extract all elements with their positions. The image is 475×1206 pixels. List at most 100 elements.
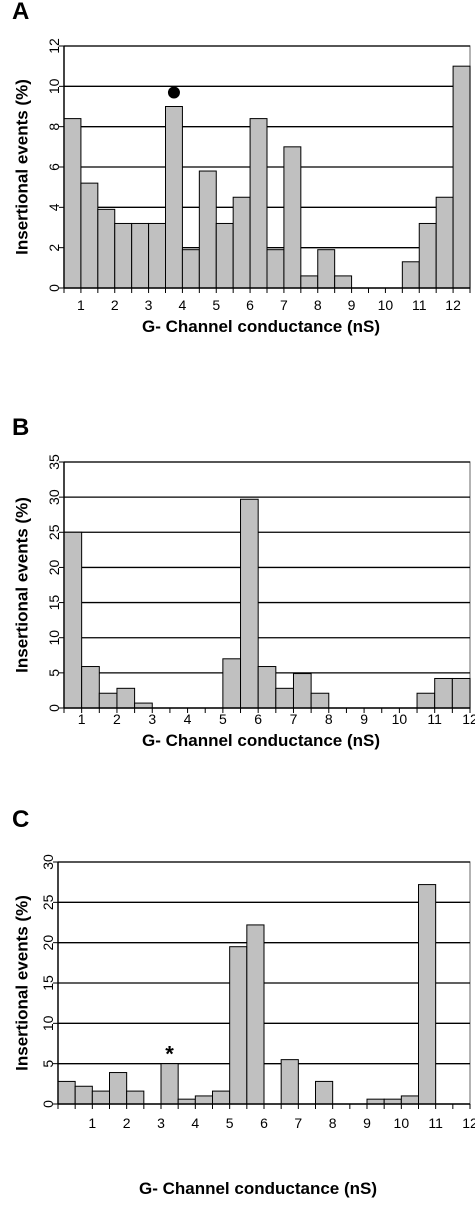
bar <box>160 1063 179 1105</box>
x-tick-label: 7 <box>294 1115 302 1131</box>
y-axis-title: Insertional events (%) <box>13 497 32 673</box>
bar <box>292 673 312 709</box>
x-axis-title: G- Channel conductance (nS) <box>139 1179 377 1198</box>
bar <box>81 666 100 709</box>
bar <box>212 1090 231 1105</box>
y-tick-label: 8 <box>46 123 62 131</box>
bar <box>366 1098 385 1105</box>
x-tick-label: 2 <box>111 297 119 313</box>
y-tick-label: 0 <box>46 704 62 712</box>
bar <box>74 1085 93 1105</box>
bar <box>266 249 285 289</box>
bar <box>383 1098 402 1105</box>
y-tick-label: 4 <box>46 203 62 211</box>
x-tick-label: 8 <box>325 711 333 727</box>
bar <box>246 924 265 1105</box>
bar <box>280 1059 299 1105</box>
x-tick-label: 3 <box>148 711 156 727</box>
y-tick-label: 30 <box>40 854 56 870</box>
bar <box>418 222 437 289</box>
x-tick-label: 1 <box>88 1115 96 1131</box>
y-tick-label: 15 <box>40 975 56 991</box>
y-tick-label: 5 <box>40 1060 56 1068</box>
x-tick-label: 3 <box>145 297 153 313</box>
bar <box>315 1080 334 1105</box>
bar <box>198 170 217 289</box>
x-tick-label: 5 <box>212 297 220 313</box>
x-tick-label: 8 <box>329 1115 337 1131</box>
y-tick-label: 35 <box>46 454 62 470</box>
x-tick-label: 7 <box>280 297 288 313</box>
bar <box>240 498 259 709</box>
y-tick-label: 2 <box>46 244 62 252</box>
bar <box>91 1090 111 1105</box>
panel-label: B <box>12 414 30 441</box>
bar <box>249 118 268 289</box>
y-tick-label: 5 <box>46 669 62 677</box>
x-tick-label: 8 <box>314 297 322 313</box>
bar <box>194 1095 213 1105</box>
y-tick-label: 25 <box>40 894 56 910</box>
x-tick-label: 6 <box>246 297 254 313</box>
y-tick-label: 0 <box>46 284 62 292</box>
bar <box>80 182 99 289</box>
x-tick-label: 1 <box>77 297 85 313</box>
bar <box>98 692 118 709</box>
y-tick-label: 30 <box>46 489 62 505</box>
y-tick-label: 15 <box>46 595 62 611</box>
bar <box>317 249 336 289</box>
bar <box>300 275 319 289</box>
y-axis-title: Insertional events (%) <box>13 895 32 1071</box>
bar <box>63 118 82 289</box>
x-tick-label: 4 <box>191 1115 199 1131</box>
x-tick-label: 5 <box>219 711 227 727</box>
x-tick-label: 10 <box>394 1115 410 1131</box>
bar <box>63 531 83 709</box>
x-tick-label: 6 <box>254 711 262 727</box>
bar <box>257 666 277 709</box>
x-axis-title: G- Channel conductance (nS) <box>142 317 380 336</box>
bar <box>310 692 330 709</box>
x-tick-label: 10 <box>378 297 394 313</box>
bar <box>116 687 136 709</box>
bar <box>109 1072 128 1105</box>
bar <box>148 222 166 289</box>
y-tick-label: 0 <box>40 1100 56 1108</box>
x-tick-label: 12 <box>462 1115 475 1131</box>
y-tick-label: 6 <box>46 163 62 171</box>
bar <box>451 677 471 709</box>
bar <box>222 658 242 709</box>
x-tick-label: 2 <box>123 1115 131 1131</box>
bar <box>229 946 248 1105</box>
bar <box>416 692 436 709</box>
x-tick-label: 1 <box>78 711 86 727</box>
x-tick-label: 6 <box>260 1115 268 1131</box>
x-tick-label: 9 <box>363 1115 371 1131</box>
x-tick-label: 7 <box>290 711 298 727</box>
chart-panel-b: B 0 5 10 15 20 25 30 35 1 2 3 4 5 6 7 8 9 10 11 12 G- Channe… <box>0 412 475 812</box>
bar <box>435 196 454 289</box>
x-tick-label: 9 <box>360 711 368 727</box>
x-axis-title: G- Channel conductance (nS) <box>142 731 380 750</box>
bar <box>401 261 420 289</box>
bar <box>334 275 353 289</box>
bar <box>57 1080 76 1105</box>
annotation-dot <box>167 86 180 99</box>
y-axis-title: Insertional events (%) <box>13 79 32 255</box>
y-tick-label: 10 <box>46 630 62 646</box>
x-tick-label: 4 <box>179 297 187 313</box>
y-tick-label: 12 <box>46 38 62 54</box>
chart-panel-a: A 0 2 4 6 8 10 12 1 2 3 4 5 6 7 8 9 10 11 12 G- Channel con… <box>0 0 475 400</box>
x-tick-label: 2 <box>113 711 121 727</box>
bar <box>181 249 200 289</box>
x-tick-label: 11 <box>428 1115 443 1131</box>
x-tick-label: 5 <box>226 1115 234 1131</box>
bar <box>177 1098 196 1105</box>
bar <box>275 687 294 709</box>
bar <box>215 222 234 289</box>
bar <box>126 1090 145 1105</box>
bar <box>114 222 133 289</box>
